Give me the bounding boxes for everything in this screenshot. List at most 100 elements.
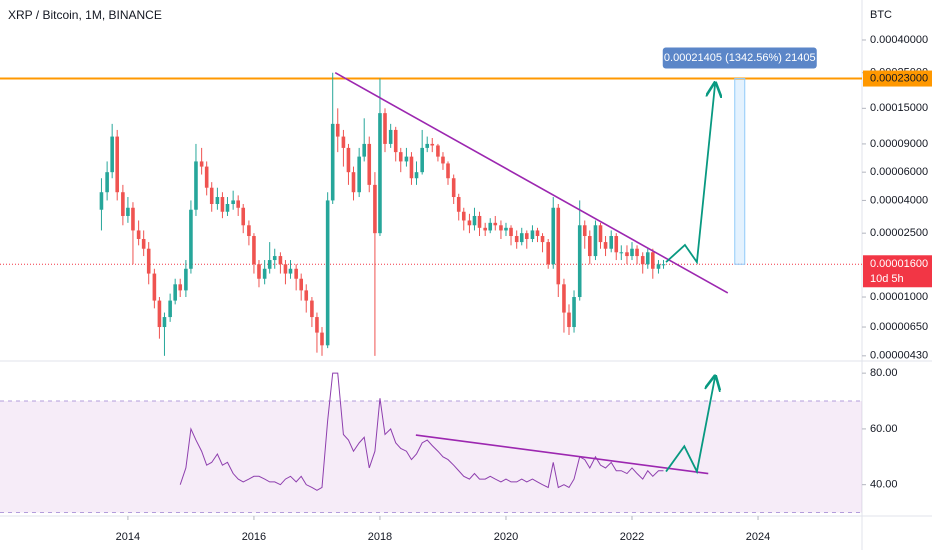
candle-body xyxy=(619,252,624,254)
candle-body xyxy=(461,211,466,221)
y-tick-label: 0.00000430 xyxy=(870,350,928,362)
candle-body xyxy=(247,225,251,237)
candle-body xyxy=(609,236,614,249)
x-tick-label: 2014 xyxy=(116,531,140,543)
candle-body xyxy=(267,260,272,269)
candle-body xyxy=(288,268,293,274)
candle-body xyxy=(398,152,403,162)
candle-body xyxy=(362,143,367,157)
candle-body xyxy=(168,300,172,318)
candle-body xyxy=(535,230,540,237)
y-tick-label: 0.00009000 xyxy=(870,138,928,150)
candle-body xyxy=(645,252,650,265)
candle-body xyxy=(477,215,482,228)
y-tick-label: 0.00002500 xyxy=(870,227,928,239)
candle-body xyxy=(310,300,314,318)
x-tick-label: 2018 xyxy=(368,531,392,543)
candle-body xyxy=(146,248,151,274)
level-label: 0.00023000 xyxy=(870,72,928,84)
candle-body xyxy=(335,123,340,137)
rsi-projection-arrow xyxy=(665,376,715,475)
y-tick-label: 60.00 xyxy=(870,423,898,435)
candle-body xyxy=(294,268,298,279)
candle-body xyxy=(630,248,634,257)
candle-body xyxy=(656,264,661,269)
candle-body xyxy=(367,143,372,185)
candle-body xyxy=(540,236,545,243)
candle-body xyxy=(441,156,445,164)
candle-body xyxy=(587,236,592,257)
candle-body xyxy=(320,332,324,346)
candle-body xyxy=(178,284,183,291)
candle-body xyxy=(115,136,120,193)
candle-body xyxy=(241,207,246,226)
candle-body xyxy=(504,227,508,231)
candle-body xyxy=(519,233,524,243)
candle-body xyxy=(283,264,288,274)
candle-body xyxy=(446,163,450,179)
candle-body xyxy=(451,178,456,198)
level-label-box xyxy=(863,70,932,87)
candle-body xyxy=(661,264,666,266)
candle-body xyxy=(598,225,603,243)
candle-body xyxy=(420,147,424,173)
candle-body xyxy=(551,207,556,265)
candle-body xyxy=(436,145,440,157)
candle-body xyxy=(152,273,157,301)
y-tick-label: 0.00015000 xyxy=(870,102,928,114)
y-tick-label: 0.00004000 xyxy=(870,194,928,206)
candle-body xyxy=(488,222,493,231)
candle-body xyxy=(315,317,319,333)
candle-body xyxy=(346,147,351,173)
candle-body xyxy=(199,161,204,167)
candle-body xyxy=(341,136,346,148)
countdown-label: 10d 5h xyxy=(870,273,904,285)
x-tick-label: 2022 xyxy=(620,531,644,543)
candle-body xyxy=(204,166,209,188)
candle-body xyxy=(414,172,419,179)
candle-body xyxy=(651,252,655,269)
candle-body xyxy=(330,123,335,201)
candle-body xyxy=(546,242,551,265)
price-label: 0.00001600 xyxy=(870,258,928,270)
y-tick-label: 0.00000650 xyxy=(870,321,928,333)
rsi-trendline xyxy=(415,434,709,475)
candle-body xyxy=(225,203,230,212)
candle-body xyxy=(110,136,114,173)
candle-body xyxy=(126,207,130,216)
candle-body xyxy=(262,268,267,279)
candle-body xyxy=(357,156,361,193)
candle-body xyxy=(483,227,487,231)
y-tick-label: 0.00040000 xyxy=(870,34,928,46)
price-label-box xyxy=(863,255,932,288)
candle-body xyxy=(404,156,409,162)
candle-body xyxy=(509,227,513,237)
candle-body xyxy=(562,284,566,313)
candle-body xyxy=(524,233,529,239)
candle-body xyxy=(472,215,477,226)
candle-body xyxy=(131,207,135,231)
candle-body xyxy=(383,113,387,144)
x-tick-label: 2020 xyxy=(494,531,518,543)
candle-body xyxy=(220,197,225,212)
candle-body xyxy=(351,172,356,193)
candle-body xyxy=(162,317,167,328)
candle-body xyxy=(215,197,220,204)
candle-body xyxy=(373,184,377,234)
candle-body xyxy=(499,225,503,231)
y-tick-label: 80.00 xyxy=(870,367,898,379)
y-unit: BTC xyxy=(870,9,892,21)
candle-body xyxy=(141,238,146,249)
candle-body xyxy=(231,200,235,204)
candle-body xyxy=(556,207,561,285)
candle-body xyxy=(393,129,398,153)
measure-label: 0.00021405 (1342.56%) 21405 xyxy=(664,52,816,64)
candle-body xyxy=(325,200,330,346)
candle-body xyxy=(388,129,393,144)
chart-title: XRP / Bitcoin, 1M, BINANCE xyxy=(8,8,162,22)
candle-body xyxy=(514,236,519,243)
candle-body xyxy=(157,300,162,328)
candle-body xyxy=(378,113,382,234)
candle-body xyxy=(582,225,587,237)
y-tick-label: 0.00006000 xyxy=(870,166,928,178)
